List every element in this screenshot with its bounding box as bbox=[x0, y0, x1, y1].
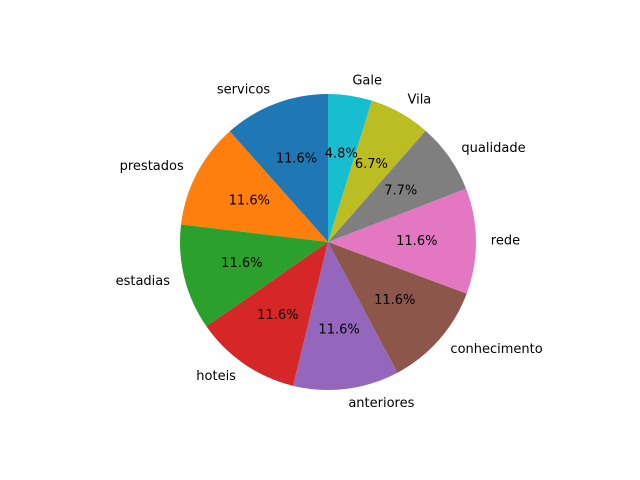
slice-label-servicos: servicos bbox=[217, 82, 271, 97]
pie-slice-prestados bbox=[181, 131, 328, 242]
slice-label-anteriores: anteriores bbox=[348, 396, 414, 411]
pie-slice-anteriores bbox=[293, 242, 398, 390]
percent-label-vila: 6.7% bbox=[355, 157, 388, 172]
percent-label-rede: 11.6% bbox=[396, 234, 437, 249]
slice-label-prestados: prestados bbox=[120, 159, 184, 174]
percent-label-anteriores: 11.6% bbox=[318, 323, 359, 338]
percent-label-hoteis: 11.6% bbox=[257, 308, 298, 323]
slice-label-hoteis: hoteis bbox=[196, 369, 236, 384]
pie-slice-qualidade bbox=[328, 130, 467, 242]
pie-slice-rede bbox=[328, 188, 476, 294]
slice-label-estadias: estadias bbox=[116, 274, 171, 289]
pie-slices bbox=[179, 94, 476, 390]
percent-label-conhecimento: 11.6% bbox=[374, 293, 415, 308]
pie-slice-gale bbox=[328, 94, 372, 242]
percent-label-servicos: 11.6% bbox=[276, 151, 317, 166]
pie-slice-hoteis bbox=[206, 242, 328, 386]
slice-label-gale: Gale bbox=[352, 74, 382, 89]
percent-label-qualidade: 7.7% bbox=[384, 184, 417, 199]
slice-label-rede: rede bbox=[491, 233, 520, 248]
pie-slice-conhecimento bbox=[328, 242, 467, 373]
slice-label-qualidade: qualidade bbox=[461, 141, 525, 156]
percent-label-prestados: 11.6% bbox=[229, 193, 270, 208]
pie-slice-estadias bbox=[179, 224, 328, 327]
pie-slice-servicos bbox=[229, 94, 328, 242]
percent-label-gale: 4.8% bbox=[325, 147, 358, 162]
percent-label-estadias: 11.6% bbox=[221, 256, 262, 271]
slice-label-conhecimento: conhecimento bbox=[450, 342, 542, 357]
pie-labels: servicos 11.6% prestados 11.6% estadias 11.6%… bbox=[116, 74, 543, 411]
slice-label-vila: Vila bbox=[407, 92, 431, 107]
pie-slice-vila bbox=[328, 100, 426, 243]
